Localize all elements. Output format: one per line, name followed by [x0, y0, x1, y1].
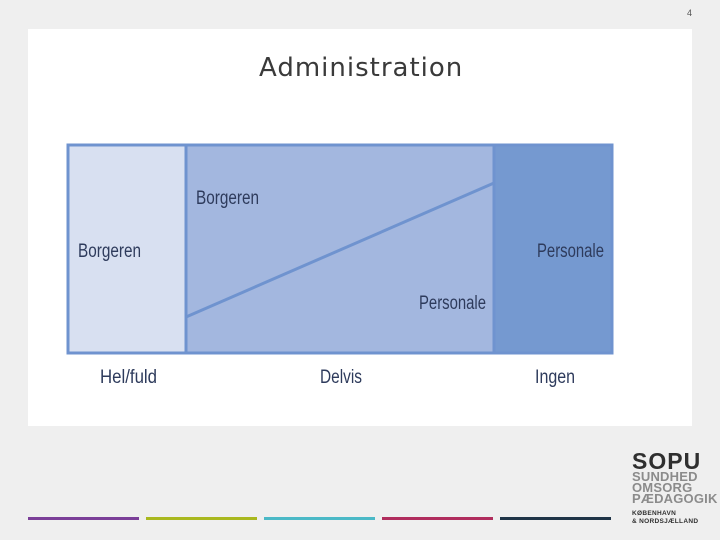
label-delvis: Delvis	[320, 367, 362, 388]
sopu-logo: SOPU SUNDHED OMSORG PÆDAGOGIK KØBENHAVN …	[632, 448, 718, 526]
logo-line-nordsjaelland: & NORDSJÆLLAND	[632, 518, 699, 525]
hel-fuld-box-text: Borgeren	[78, 241, 141, 262]
logo-line-sopu: SOPU	[632, 448, 702, 474]
footer-bar-crimson	[382, 517, 493, 520]
logo-line-sundhed: SUNDHED	[632, 469, 698, 484]
footer-color-bars	[28, 517, 611, 520]
footer-bar-navy	[500, 517, 611, 520]
ingen-box-text: Personale	[537, 241, 604, 262]
slide-title: Administration	[259, 53, 464, 83]
responsibility-diagram: Borgeren Borgeren Personale Personale He…	[66, 143, 626, 408]
label-hel-fuld: Hel/fuld	[100, 367, 157, 388]
box-hel-fuld	[66, 143, 188, 355]
label-ingen: Ingen	[535, 367, 575, 388]
logo-line-koebenhavn: KØBENHAVN	[632, 510, 677, 517]
logo-line-omsorg: OMSORG	[632, 480, 693, 495]
footer-bar-cyan	[264, 517, 375, 520]
delvis-lower-text: Personale	[419, 293, 486, 314]
page-number: 4	[686, 8, 692, 18]
footer-bar-purple	[28, 517, 139, 520]
logo-line-paedagogik: PÆDAGOGIK	[632, 491, 718, 506]
delvis-upper-text: Borgeren	[196, 188, 259, 209]
footer-bar-lime	[146, 517, 257, 520]
box-ingen	[492, 143, 614, 355]
split-line	[185, 181, 495, 319]
